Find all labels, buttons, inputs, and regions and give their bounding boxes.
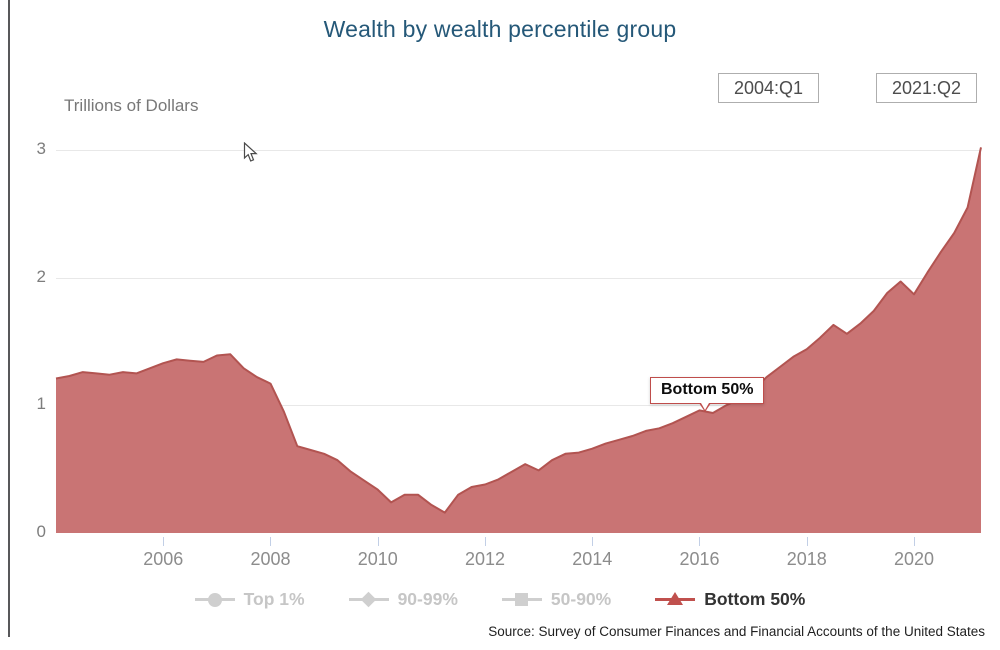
legend-label: 90-99% [397,589,458,609]
x-tick-2006 [163,537,165,546]
x-tick-2014 [592,537,594,546]
x-tick-label-2012: 2012 [464,549,505,569]
legend-label: 50-90% [550,589,612,609]
x-tick-2008 [270,537,272,546]
x-tick-2010 [377,537,379,546]
x-tick-label-2016: 2016 [679,549,720,569]
circle-marker-icon [194,591,235,608]
gridline-1 [56,405,981,407]
y-tick-label-3: 3 [36,139,46,158]
y-tick-label-1: 1 [36,394,46,414]
gridline-3 [56,150,981,151]
legend-item-top-1pct[interactable]: Top 1% [194,589,305,610]
legend: Top 1% 90-99% 50-90% Bottom 50% [0,589,1000,610]
wealth-area-series[interactable] [55,147,982,533]
triangle-marker-icon [655,591,696,608]
window-left-border [8,0,10,637]
x-tick-label-2010: 2010 [357,549,398,569]
diamond-marker-icon [348,591,389,608]
x-tick-label-2014: 2014 [572,549,613,569]
range-end-value: 2021:Q2 [891,77,962,98]
range-end-box[interactable]: 2021:Q2 [876,73,977,103]
legend-item-50-90pct[interactable]: 50-90% [501,589,612,610]
y-tick-label-2: 2 [36,266,46,286]
x-tick-2018 [806,537,808,546]
x-tick-label-2006: 2006 [143,549,184,569]
source-attribution: Source: Survey of Consumer Finances and … [488,624,985,639]
chart-title: Wealth by wealth percentile group [323,16,677,42]
square-marker-icon [501,591,542,608]
range-start-value: 2004:Q1 [733,77,804,98]
plot-area[interactable]: 0 1 2 3 2006 2008 2010 2012 2014 2016 2018 2020 [37,139,982,569]
x-tick-label-2018: 2018 [786,549,827,569]
legend-item-90-99pct[interactable]: 90-99% [348,589,458,610]
y-tick-label-0: 0 [36,522,46,541]
range-start-box[interactable]: 2004:Q1 [718,73,819,103]
x-tick-2016 [699,537,701,546]
legend-label: Bottom 50% [704,589,806,609]
x-tick-label-2008: 2008 [250,549,291,569]
x-tick-label-2020: 2020 [893,549,934,569]
x-tick-2012 [484,537,486,546]
legend-item-bottom-50pct[interactable]: Bottom 50% [655,589,805,610]
y-axis-title: Trillions of Dollars [64,96,199,115]
legend-label: Top 1% [243,589,305,609]
series-callout-label: Bottom 50% [650,377,765,412]
x-tick-2020 [913,537,915,546]
gridline-2 [56,277,981,279]
